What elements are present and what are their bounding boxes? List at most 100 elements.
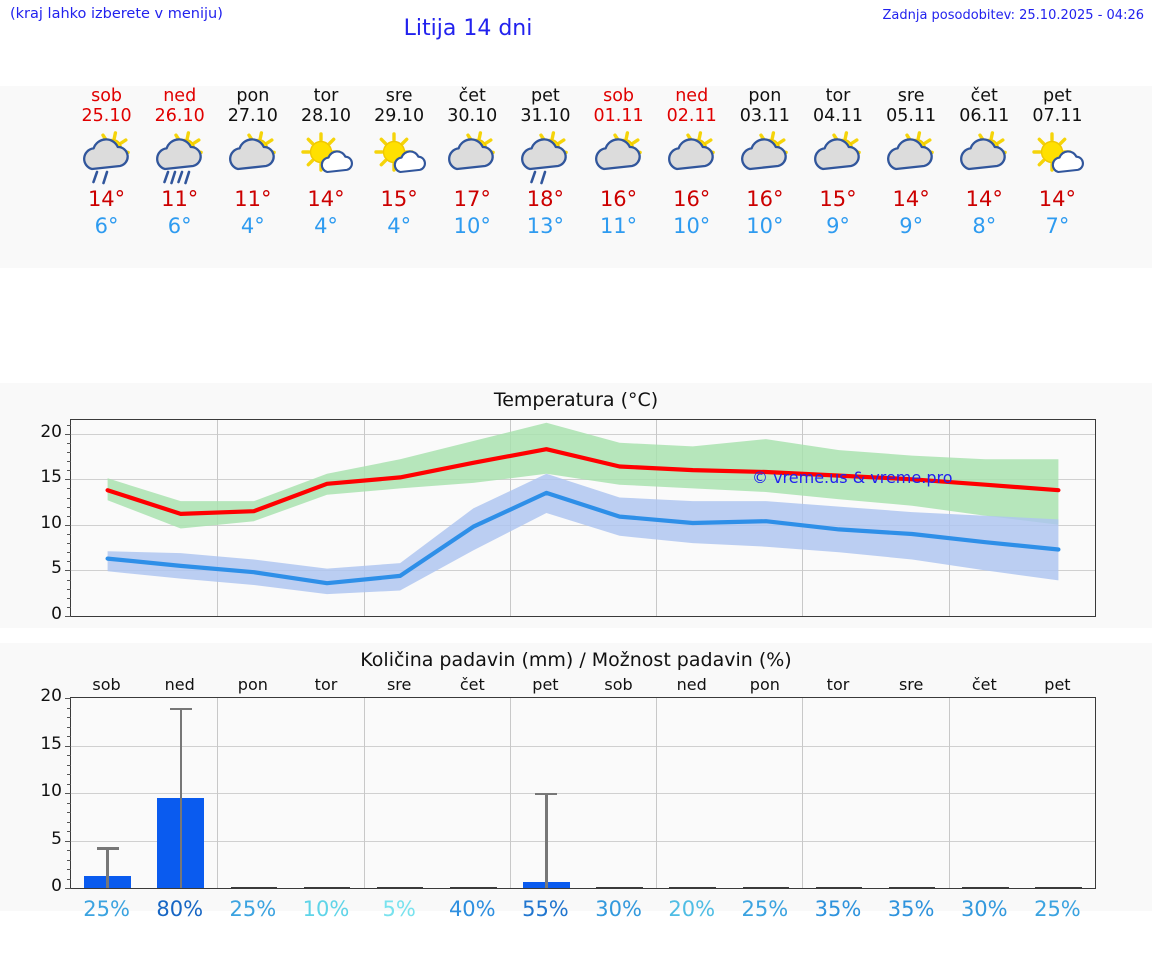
sun-small-cloud-icon: [287, 129, 365, 185]
precipitation-bar: [888, 886, 936, 888]
day-of-week-label: čet: [970, 86, 998, 106]
forecast-day-column[interactable]: pet 07.11 14° 7°: [1018, 86, 1096, 239]
precipitation-probability-label: 35%: [887, 897, 935, 921]
precipitation-day-label: pon: [749, 675, 780, 694]
min-temperature-value: 4°: [314, 214, 338, 238]
forecast-day-column[interactable]: sob 01.11 16° 11°: [580, 86, 658, 239]
y-axis-tick-label: 0: [51, 604, 62, 624]
day-date-label: 31.10: [520, 106, 571, 126]
precipitation-probability-label: 25%: [83, 897, 130, 921]
y-axis-minor-tick: [67, 859, 71, 861]
y-axis-minor-tick: [67, 812, 71, 813]
y-axis-tick-mark: [65, 888, 71, 889]
forecast-day-column[interactable]: sob 25.10 14° 6°: [68, 86, 146, 239]
forecast-day-column[interactable]: čet 30.10 17° 10°: [433, 86, 511, 239]
forecast-day-column[interactable]: čet 06.11 14° 8°: [945, 86, 1023, 239]
y-axis-tick-label: 10: [40, 512, 62, 533]
day-of-week-label: tor: [825, 86, 851, 106]
precipitation-probability-label: 20%: [668, 897, 716, 921]
chart-vertical-gridline: [802, 698, 804, 888]
precipitation-day-label: pet: [532, 675, 559, 694]
forecast-day-column[interactable]: sre 05.11 14° 9°: [872, 86, 950, 239]
day-date-label: 05.11: [886, 106, 937, 126]
min-temperature-value: 7°: [1045, 214, 1070, 238]
precipitation-day-label: pon: [237, 675, 268, 694]
precipitation-day-label: sre: [386, 675, 412, 694]
forecast-day-column[interactable]: tor 04.11 15° 9°: [799, 86, 877, 239]
temperature-plot-area: [65, 419, 1096, 617]
max-temperature-value: 15°: [819, 187, 857, 211]
precipitation-day-label: ned: [676, 675, 707, 694]
y-axis-tick-label: 20: [40, 686, 62, 706]
last-updated-text: Zadnja posodobitev: 25.10.2025 - 04:26: [882, 8, 1144, 23]
y-axis-minor-tick: [67, 606, 71, 608]
sun-cloud-icon: [580, 129, 658, 185]
daily-forecast-strip: sob 25.10 14° 6° ned 26.10 11° 6° pon 27.10 11° 4° t…: [0, 86, 1152, 268]
y-axis-minor-tick: [67, 451, 71, 453]
chart-gridline: [71, 745, 1095, 747]
sun-small-cloud-icon: [1018, 129, 1096, 185]
chart-vertical-gridline: [509, 698, 511, 888]
precipitation-day-label: sob: [92, 675, 121, 694]
precipitation-bar: [230, 886, 278, 888]
sun-cloud-icon: [214, 129, 292, 185]
day-of-week-label: sre: [385, 86, 413, 106]
precipitation-probability-label: 35%: [814, 897, 862, 921]
forecast-day-column[interactable]: pon 03.11 16° 10°: [726, 86, 804, 239]
sun-small-cloud-icon: [360, 129, 438, 185]
precipitation-probability-label: 5%: [382, 897, 416, 921]
precipitation-bar: [669, 886, 717, 888]
forecast-day-column[interactable]: pet 31.10 18° 13°: [506, 86, 584, 239]
precipitation-bar: [815, 886, 863, 888]
max-temperature-value: 14°: [1038, 187, 1077, 211]
min-temperature-value: 8°: [972, 214, 997, 238]
day-of-week-label: pon: [748, 86, 782, 106]
forecast-day-column[interactable]: tor 28.10 14° 4°: [287, 86, 365, 239]
precipitation-day-label: sre: [898, 675, 924, 694]
y-axis-tick-mark: [65, 793, 71, 794]
chart-vertical-gridline: [363, 698, 365, 888]
precipitation-day-label: ned: [164, 675, 195, 694]
y-axis-tick-mark: [65, 698, 71, 699]
day-of-week-label: tor: [313, 86, 339, 106]
day-of-week-label: pet: [1043, 86, 1072, 106]
day-of-week-label: ned: [163, 86, 197, 106]
precipitation-probability-label: 25%: [741, 897, 789, 921]
precipitation-probability-label: 30%: [960, 897, 1008, 921]
sun-cloud-icon: [872, 129, 950, 185]
y-axis-tick-mark: [65, 840, 71, 842]
max-temperature-value: 14°: [87, 187, 126, 211]
chart-vertical-gridline: [217, 698, 219, 888]
sun-cloud-icon: [726, 129, 804, 185]
y-axis-minor-tick: [67, 515, 71, 517]
y-axis-minor-tick: [67, 717, 71, 718]
y-axis-minor-tick: [67, 869, 71, 870]
y-axis-minor-tick: [67, 552, 71, 554]
min-temperature-value: 10°: [746, 214, 784, 238]
day-date-label: 07.11: [1032, 106, 1083, 126]
precipitation-chart-title: Količina padavin (mm) / Možnost padavin …: [360, 649, 792, 671]
precipitation-probability-label: 25%: [229, 897, 277, 921]
forecast-day-column[interactable]: sre 29.10 15° 4°: [360, 86, 438, 239]
precipitation-day-label: pet: [1044, 675, 1071, 694]
min-temperature-value: 9°: [826, 214, 850, 238]
y-axis-minor-tick: [67, 543, 71, 545]
y-axis-minor-tick: [67, 831, 71, 832]
chart-gridline: [71, 793, 1095, 794]
forecast-day-column[interactable]: ned 26.10 11° 6°: [141, 86, 219, 239]
y-axis-tick-label: 15: [40, 467, 62, 488]
max-temperature-value: 14°: [892, 187, 930, 211]
precipitation-day-label: čet: [459, 675, 485, 694]
precipitation-day-label: tor: [314, 675, 338, 694]
forecast-day-column[interactable]: ned 02.11 16° 10°: [653, 86, 731, 239]
forecast-day-column[interactable]: pon 27.10 11° 4°: [214, 86, 292, 239]
y-axis-minor-tick: [67, 707, 71, 709]
y-axis-minor-tick: [67, 755, 71, 756]
day-date-label: 04.11: [812, 106, 864, 126]
min-temperature-value: 4°: [387, 214, 412, 238]
min-temperature-value: 11°: [599, 214, 638, 238]
y-axis-tick-label: 5: [51, 558, 62, 579]
precipitation-bar: [1035, 886, 1082, 888]
y-axis-minor-tick: [67, 488, 71, 490]
sun-cloud-rain-heavy-icon: [141, 129, 219, 185]
